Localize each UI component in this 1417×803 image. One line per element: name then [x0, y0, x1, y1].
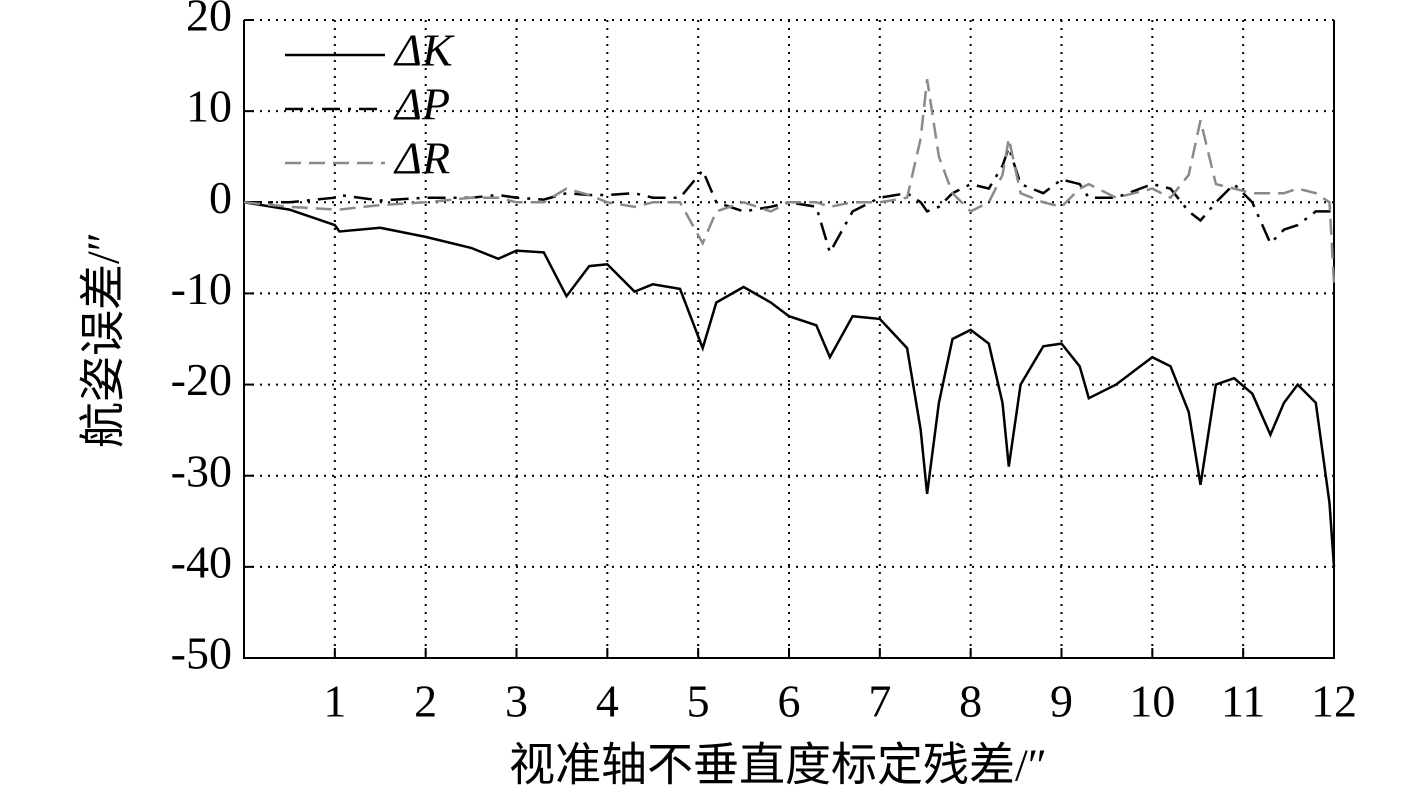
legend-label: ΔR [393, 133, 450, 184]
y-tick-label: 10 [186, 81, 232, 132]
y-tick-label: -30 [171, 445, 232, 496]
x-tick-label: 4 [596, 676, 619, 727]
x-tick-label: 5 [687, 676, 710, 727]
series-line [243, 79, 1336, 285]
y-tick-label: -10 [171, 263, 232, 314]
y-tick-label: -50 [171, 628, 232, 679]
x-tick-label: 10 [1129, 676, 1175, 727]
legend-label: ΔP [393, 79, 450, 130]
x-tick-label: 8 [959, 676, 982, 727]
x-tick-label: 2 [414, 676, 437, 727]
x-tick-label: 11 [1221, 676, 1265, 727]
x-tick-label: 1 [323, 676, 346, 727]
y-tick-label: 0 [209, 172, 232, 223]
y-tick-label: 20 [186, 0, 232, 41]
x-tick-label: 6 [778, 676, 801, 727]
x-tick-label: 9 [1050, 676, 1073, 727]
series-line [244, 143, 1334, 256]
series-line [243, 201, 1336, 567]
y-axis-label: 航姿误差/″ [78, 232, 129, 448]
y-tick-label: -20 [171, 354, 232, 405]
y-tick-label: -40 [171, 536, 232, 587]
legend-label: ΔK [393, 25, 455, 76]
x-tick-label: 12 [1311, 676, 1357, 727]
axis-frame [243, 20, 1335, 659]
x-tick-label: 7 [868, 676, 891, 727]
x-tick-label: 3 [505, 676, 528, 727]
x-axis-label: 视准轴不垂直度标定残差/″ [509, 740, 1047, 791]
